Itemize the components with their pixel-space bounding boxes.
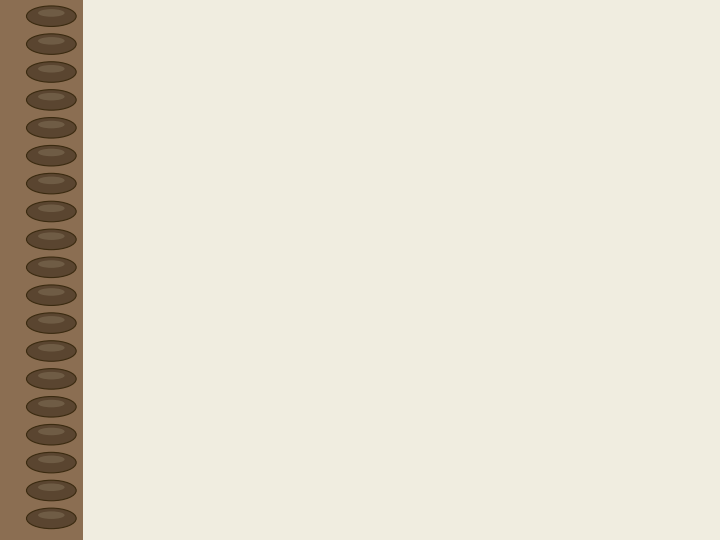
Text: –: – <box>147 316 155 333</box>
Ellipse shape <box>27 90 76 110</box>
Ellipse shape <box>27 6 76 26</box>
Ellipse shape <box>38 260 65 268</box>
Ellipse shape <box>38 65 65 72</box>
Text: $\bar{x}_1 - \bar{x}_2$: $\bar{x}_1 - \bar{x}_2$ <box>341 130 462 167</box>
Ellipse shape <box>38 288 65 296</box>
Ellipse shape <box>27 453 76 473</box>
Text: –: – <box>147 216 155 233</box>
Text: Compares two sample means:: Compares two sample means: <box>140 86 520 110</box>
Text: $\bar{x}_{\mathrm{sorority}} - \bar{x}_{\mathrm{non\text{-}sorority}}$: $\bar{x}_{\mathrm{sorority}} - \bar{x}_{… <box>289 386 513 417</box>
Ellipse shape <box>27 285 76 306</box>
Ellipse shape <box>38 9 65 17</box>
Ellipse shape <box>38 316 65 323</box>
Ellipse shape <box>27 173 76 194</box>
Ellipse shape <box>38 511 65 519</box>
Ellipse shape <box>38 344 65 352</box>
Text: Ind. t-test:  2 sample means: Ind. t-test: 2 sample means <box>186 24 617 55</box>
Ellipse shape <box>38 205 65 212</box>
Ellipse shape <box>27 396 76 417</box>
Ellipse shape <box>38 372 65 380</box>
Ellipse shape <box>38 456 65 463</box>
Ellipse shape <box>38 483 65 491</box>
Ellipse shape <box>27 201 76 222</box>
Text: average weight of sorority women vs. non-sorority women.: average weight of sorority women vs. non… <box>175 339 672 355</box>
Ellipse shape <box>27 508 76 529</box>
Ellipse shape <box>27 118 76 138</box>
Ellipse shape <box>27 341 76 361</box>
Ellipse shape <box>27 62 76 82</box>
Ellipse shape <box>38 428 65 435</box>
Ellipse shape <box>38 121 65 129</box>
Ellipse shape <box>27 313 76 333</box>
Text: Dr. Sinn, PSYC 301: Dr. Sinn, PSYC 301 <box>89 508 211 521</box>
Ellipse shape <box>27 145 76 166</box>
Ellipse shape <box>38 177 65 184</box>
Ellipse shape <box>27 424 76 445</box>
Text: computer games to 20 kids that don’t.: computer games to 20 kids that don’t. <box>175 239 497 255</box>
Text: •: • <box>102 177 120 208</box>
Text: Study impact of peer pressure on eating disorders.  Compare: Study impact of peer pressure on eating … <box>175 316 693 333</box>
Text: $\bar{x}_{\mathrm{v.games}} - \bar{x}_{\mathrm{no\ games}}$: $\bar{x}_{\mathrm{v.games}} - \bar{x}_{\… <box>294 275 509 307</box>
Text: Unit 2: z, t, hyp, 2t: Unit 2: z, t, hyp, 2t <box>342 508 461 521</box>
Ellipse shape <box>27 369 76 389</box>
Text: Compare average aggression level of 20 kids that play violent: Compare average aggression level of 20 k… <box>175 216 696 233</box>
Ellipse shape <box>38 232 65 240</box>
Text: •: • <box>102 86 120 117</box>
Ellipse shape <box>27 480 76 501</box>
Ellipse shape <box>38 37 65 45</box>
Ellipse shape <box>38 148 65 156</box>
Ellipse shape <box>38 93 65 100</box>
Ellipse shape <box>27 34 76 55</box>
Ellipse shape <box>27 229 76 249</box>
Ellipse shape <box>38 400 65 407</box>
Ellipse shape <box>27 257 76 278</box>
Text: Both σ & μ unknown – only sample info: Both σ & μ unknown – only sample info <box>140 177 640 200</box>
Text: 3: 3 <box>706 508 714 521</box>
